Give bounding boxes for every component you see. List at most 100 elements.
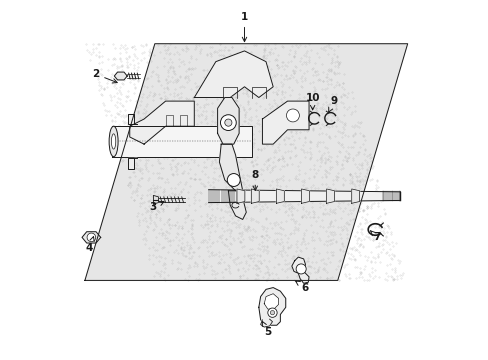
Point (362, 167, 370, 173)
Point (344, 191, 351, 197)
Point (161, 121, 169, 126)
Point (375, 240, 383, 246)
Circle shape (227, 174, 240, 186)
Point (132, 187, 140, 193)
Point (195, 190, 203, 195)
Point (106, 92, 114, 98)
Point (355, 185, 363, 191)
Point (215, 233, 223, 239)
Point (206, 201, 214, 206)
Point (256, 147, 264, 153)
Point (183, 45, 190, 50)
Point (362, 204, 370, 210)
Point (281, 73, 289, 79)
Point (277, 156, 285, 162)
Point (267, 142, 275, 148)
Point (221, 243, 228, 248)
Point (339, 264, 347, 270)
Point (147, 122, 155, 128)
Point (143, 102, 151, 107)
Point (248, 234, 256, 240)
Point (227, 134, 235, 140)
Point (136, 167, 143, 173)
Point (212, 138, 220, 144)
Point (95, 49, 103, 55)
Point (348, 144, 356, 150)
Point (165, 242, 173, 248)
Point (369, 275, 377, 281)
Point (355, 265, 363, 271)
Point (332, 159, 340, 165)
Point (209, 170, 217, 175)
Point (265, 155, 273, 161)
Point (259, 54, 267, 60)
Point (337, 141, 345, 147)
Point (300, 120, 307, 125)
Point (242, 226, 250, 232)
Point (178, 235, 186, 240)
Point (324, 238, 331, 244)
Point (162, 77, 169, 83)
Point (286, 130, 294, 135)
Point (244, 188, 252, 193)
Point (263, 232, 271, 238)
Point (144, 208, 152, 214)
Point (178, 46, 185, 52)
Point (154, 270, 162, 276)
Point (175, 192, 183, 197)
Point (299, 264, 306, 269)
Point (123, 94, 131, 100)
Point (133, 138, 141, 143)
Polygon shape (251, 189, 259, 203)
Point (288, 187, 296, 193)
Point (192, 44, 200, 50)
Point (349, 256, 357, 262)
Point (244, 253, 251, 259)
Point (146, 146, 154, 152)
Point (333, 139, 341, 144)
Point (168, 111, 176, 117)
Point (352, 152, 360, 158)
Point (260, 52, 268, 58)
Point (121, 137, 128, 143)
Point (175, 95, 183, 101)
Point (175, 237, 183, 243)
Point (215, 145, 223, 151)
Point (288, 141, 296, 147)
Point (232, 255, 240, 261)
Point (146, 49, 154, 55)
Point (244, 224, 252, 230)
Point (151, 126, 159, 132)
Point (320, 47, 328, 53)
Point (285, 108, 292, 113)
Point (305, 198, 313, 204)
Point (304, 255, 311, 261)
Point (277, 83, 285, 89)
Point (241, 44, 248, 50)
Point (212, 49, 220, 55)
Point (346, 189, 354, 194)
Point (263, 122, 271, 128)
Point (278, 202, 286, 208)
Point (301, 139, 308, 145)
Point (166, 57, 174, 62)
Point (147, 209, 155, 215)
Point (262, 195, 270, 201)
Point (379, 206, 387, 212)
Point (156, 49, 163, 55)
Point (265, 81, 273, 87)
Point (225, 230, 233, 235)
Point (293, 176, 301, 182)
Point (119, 157, 127, 162)
Point (316, 140, 324, 145)
Point (325, 68, 333, 73)
Point (208, 198, 216, 204)
Point (363, 203, 370, 209)
Point (265, 220, 273, 226)
Point (246, 227, 254, 233)
Point (180, 168, 187, 174)
Point (223, 108, 231, 114)
Point (306, 145, 314, 150)
Point (295, 256, 303, 262)
Point (320, 171, 328, 177)
